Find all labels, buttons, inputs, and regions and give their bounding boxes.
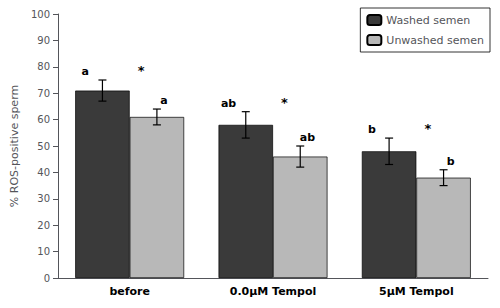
svg-text:50: 50 <box>37 141 50 152</box>
svg-text:b: b <box>368 123 376 136</box>
svg-text:a: a <box>160 94 167 107</box>
svg-text:ab: ab <box>300 131 315 144</box>
svg-text:20: 20 <box>37 220 50 231</box>
svg-text:70: 70 <box>37 88 50 99</box>
svg-text:10: 10 <box>37 246 50 257</box>
svg-text:40: 40 <box>37 167 50 178</box>
svg-text:a: a <box>82 65 89 78</box>
svg-text:0.0μM Tempol: 0.0μM Tempol <box>230 285 317 298</box>
svg-text:b: b <box>447 155 455 168</box>
svg-text:30: 30 <box>37 193 50 204</box>
svg-text:*: * <box>281 95 288 110</box>
svg-text:% ROS-positive sperm: % ROS-positive sperm <box>8 85 21 207</box>
svg-text:0: 0 <box>44 273 50 284</box>
svg-text:before: before <box>109 285 150 298</box>
svg-text:90: 90 <box>37 35 50 46</box>
svg-text:5μM Tempol: 5μM Tempol <box>379 285 454 298</box>
svg-text:*: * <box>424 121 431 136</box>
svg-text:*: * <box>138 63 145 78</box>
svg-text:ab: ab <box>221 97 236 110</box>
svg-text:Unwashed semen: Unwashed semen <box>386 34 484 47</box>
svg-text:Washed semen: Washed semen <box>386 14 470 27</box>
svg-text:100: 100 <box>31 9 50 20</box>
svg-text:60: 60 <box>37 114 50 125</box>
svg-text:80: 80 <box>37 61 50 72</box>
